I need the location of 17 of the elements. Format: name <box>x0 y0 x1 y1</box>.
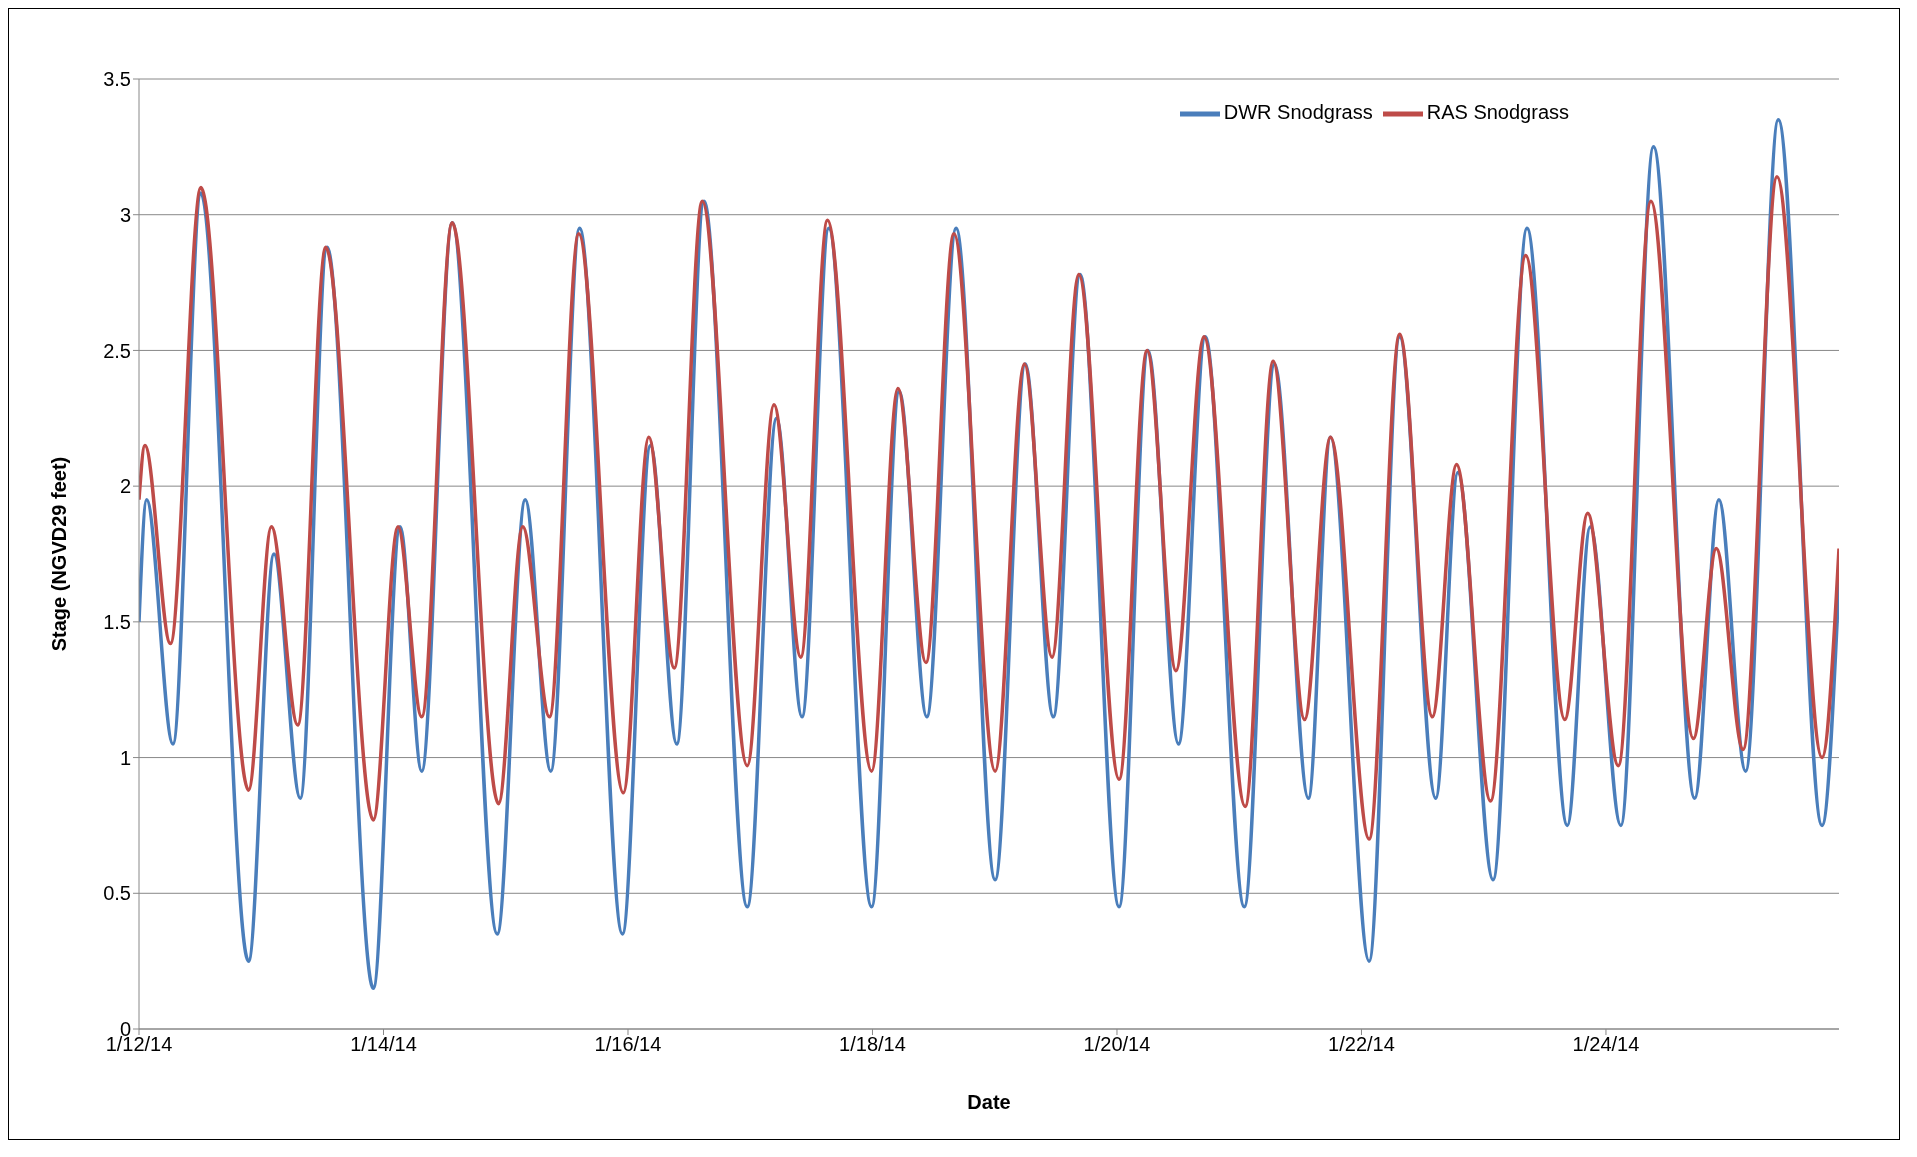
x-tick-label: 1/22/14 <box>1328 1033 1395 1056</box>
y-tick-label: 3.5 <box>103 68 131 91</box>
legend-label: DWR Snodgrass <box>1223 101 1373 124</box>
y-tick-label: 2.5 <box>103 339 131 362</box>
x-tick-label: 1/14/14 <box>350 1033 417 1056</box>
y-tick-label: 0.5 <box>103 882 131 905</box>
y-tick-label: 3 <box>119 203 131 226</box>
y-tick-label: 1.5 <box>103 610 131 633</box>
legend-label: RAS Snodgrass <box>1426 101 1569 124</box>
x-axis-title: Date <box>967 1091 1011 1113</box>
y-tick-label: 2 <box>119 475 131 498</box>
y-axis-title: Stage (NGVD29 feet) <box>48 456 71 652</box>
x-tick-label: 1/16/14 <box>594 1033 662 1056</box>
x-tick-label: 1/24/14 <box>1572 1033 1640 1056</box>
x-tick-label: 1/20/14 <box>1083 1033 1151 1056</box>
y-tick-label: 1 <box>119 746 131 769</box>
x-tick-label: 1/18/14 <box>839 1033 906 1056</box>
